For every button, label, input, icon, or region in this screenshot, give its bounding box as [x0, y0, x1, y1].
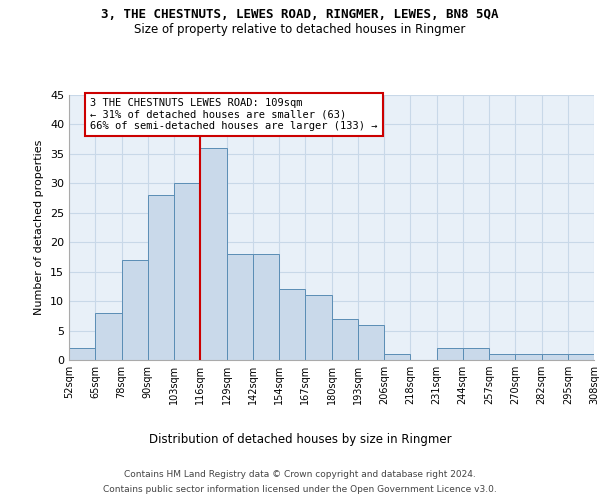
Bar	[305, 295, 331, 360]
Bar	[200, 148, 227, 360]
Bar	[148, 195, 174, 360]
Bar	[542, 354, 568, 360]
Text: 3 THE CHESTNUTS LEWES ROAD: 109sqm
← 31% of detached houses are smaller (63)
66%: 3 THE CHESTNUTS LEWES ROAD: 109sqm ← 31%…	[90, 98, 377, 131]
Bar	[437, 348, 463, 360]
Bar	[568, 354, 594, 360]
Bar	[253, 254, 279, 360]
Text: Contains HM Land Registry data © Crown copyright and database right 2024.: Contains HM Land Registry data © Crown c…	[124, 470, 476, 479]
Bar	[515, 354, 542, 360]
Bar	[279, 290, 305, 360]
Text: Distribution of detached houses by size in Ringmer: Distribution of detached houses by size …	[149, 432, 451, 446]
Text: Size of property relative to detached houses in Ringmer: Size of property relative to detached ho…	[134, 22, 466, 36]
Bar	[121, 260, 148, 360]
Bar	[174, 184, 200, 360]
Text: 3, THE CHESTNUTS, LEWES ROAD, RINGMER, LEWES, BN8 5QA: 3, THE CHESTNUTS, LEWES ROAD, RINGMER, L…	[101, 8, 499, 20]
Bar	[227, 254, 253, 360]
Bar	[331, 319, 358, 360]
Bar	[384, 354, 410, 360]
Bar	[489, 354, 515, 360]
Y-axis label: Number of detached properties: Number of detached properties	[34, 140, 44, 315]
Bar	[69, 348, 95, 360]
Bar	[463, 348, 489, 360]
Bar	[358, 324, 384, 360]
Bar	[95, 313, 121, 360]
Text: Contains public sector information licensed under the Open Government Licence v3: Contains public sector information licen…	[103, 485, 497, 494]
